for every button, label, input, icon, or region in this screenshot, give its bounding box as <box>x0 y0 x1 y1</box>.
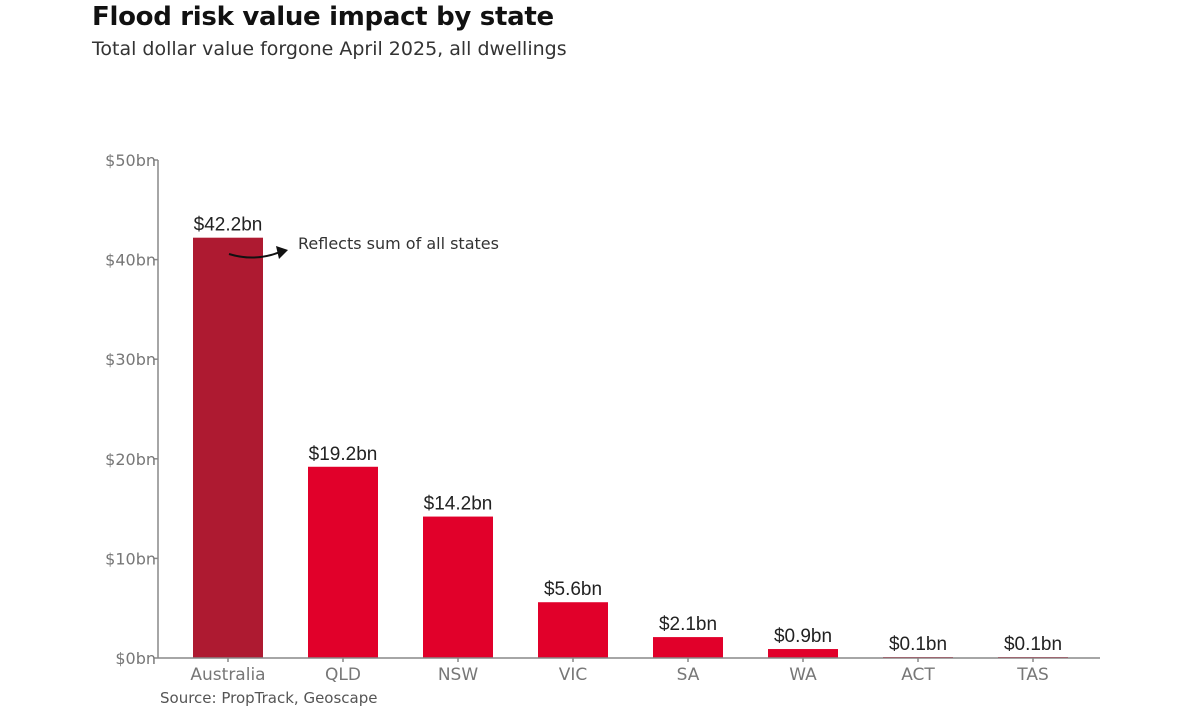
data-label: $5.6bn <box>544 579 602 600</box>
data-label: $0.1bn <box>1004 634 1062 655</box>
y-tick-label: $40bn <box>105 251 156 270</box>
bars: $42.2bn $19.2bn $14.2bn $5.6bn $2.1bn $0.9bn $… <box>193 215 1068 659</box>
y-tick-label: $20bn <box>105 450 156 469</box>
x-axis: Australia QLD NSW VIC SA WA ACT TAS <box>158 657 1100 685</box>
y-tick-label: $0bn <box>115 649 156 668</box>
x-tick-label: NSW <box>438 665 479 685</box>
x-tick-label: Australia <box>190 665 265 685</box>
chart-subtitle: Total dollar value forgone April 2025, a… <box>92 38 567 60</box>
data-label: $14.2bn <box>424 494 493 515</box>
annotation-arrowhead <box>276 246 288 259</box>
data-label: $0.9bn <box>774 626 832 647</box>
bar-australia <box>193 237 263 659</box>
x-tick-label: ACT <box>901 665 935 685</box>
data-label: $2.1bn <box>659 614 717 635</box>
data-label: $42.2bn <box>194 215 263 236</box>
x-tick-label: VIC <box>559 665 588 685</box>
bar-nsw <box>423 516 493 658</box>
bar-vic <box>538 602 608 658</box>
y-tick-label: $10bn <box>105 549 156 568</box>
x-tick-label: QLD <box>325 665 361 685</box>
source-note: Source: PropTrack, Geoscape <box>160 689 377 707</box>
bar-qld <box>308 466 378 658</box>
data-label: $0.1bn <box>889 634 947 655</box>
y-tick-label: $50bn <box>105 151 156 170</box>
x-tick-label: WA <box>789 665 817 685</box>
y-tick-label: $30bn <box>105 350 156 369</box>
y-axis: $0bn $10bn $20bn $30bn $40bn $50bn <box>105 151 159 668</box>
bar-sa <box>653 637 723 658</box>
x-tick-label: TAS <box>1016 665 1049 685</box>
x-tick-label: SA <box>677 665 700 685</box>
annotation-arrow <box>228 251 281 259</box>
data-label: $19.2bn <box>309 444 378 465</box>
chart-title: Flood risk value impact by state <box>92 2 554 32</box>
annotation: Reflects sum of all states <box>228 234 499 259</box>
bar-wa <box>768 649 838 658</box>
annotation-text: Reflects sum of all states <box>298 234 499 253</box>
